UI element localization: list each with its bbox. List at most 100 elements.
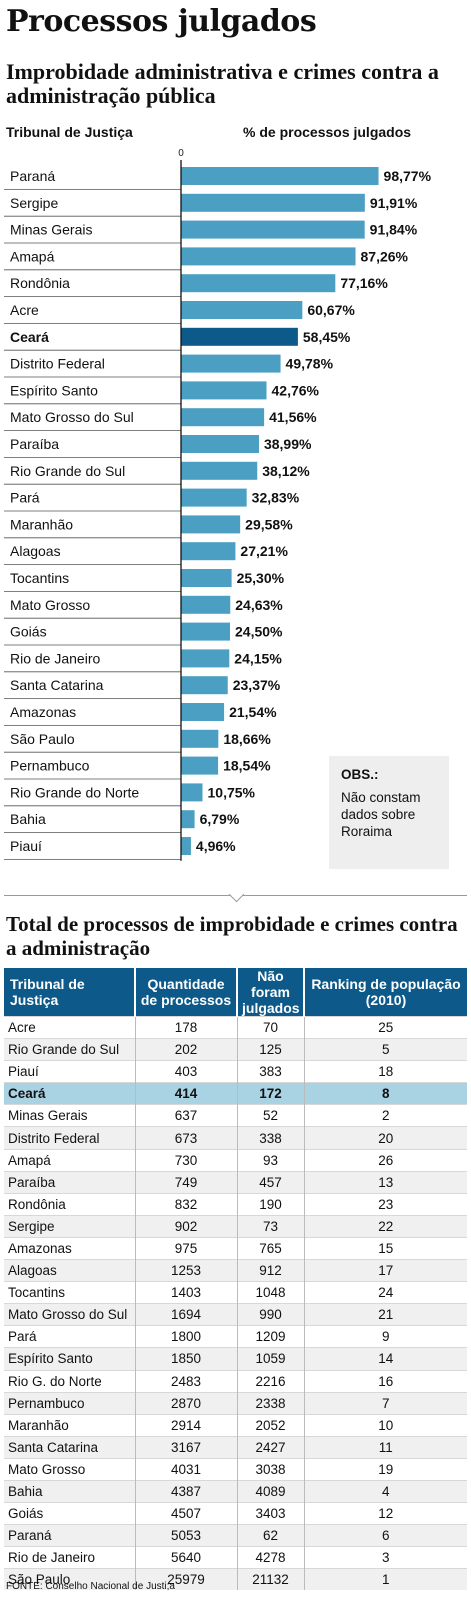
cell-nao-julgados: 73 (237, 1214, 305, 1238)
bar (181, 569, 232, 587)
cell-quantidade: 975 (135, 1236, 238, 1260)
cell-quantidade: 4507 (135, 1502, 238, 1525)
table-row: Amazonas 975 765 15 (4, 1236, 467, 1260)
cell-nao-julgados: 2052 (237, 1413, 305, 1437)
cell-tribunal: Rio de Janeiro (4, 1546, 136, 1569)
cell-nao-julgados: 338 (237, 1126, 305, 1150)
cell-tribunal: Maranhão (4, 1413, 136, 1437)
cell-tribunal: Piauí (4, 1060, 136, 1083)
bar (181, 756, 219, 775)
cell-ranking: 15 (304, 1236, 467, 1260)
value-label: 60,67% (307, 302, 355, 318)
bar (181, 783, 203, 802)
cell-quantidade: 414 (135, 1082, 238, 1105)
cell-nao-julgados: 990 (237, 1303, 305, 1326)
cell-ranking: 9 (304, 1325, 467, 1348)
cell-ranking: 6 (304, 1524, 467, 1547)
category-label: Bahia (10, 811, 46, 827)
bar (181, 595, 231, 614)
category-label: Piauí (10, 838, 42, 854)
value-label: 21,54% (229, 704, 277, 720)
cell-tribunal: Rio G. do Norte (4, 1369, 136, 1393)
category-label: Rondônia (10, 275, 70, 291)
cell-quantidade: 202 (135, 1038, 238, 1061)
category-label: Paraíba (10, 436, 59, 452)
cell-quantidade: 2870 (135, 1391, 238, 1415)
cell-ranking: 20 (304, 1126, 467, 1150)
table-row: Ceará 414 172 8 (4, 1082, 467, 1105)
bar (181, 515, 241, 534)
cell-quantidade: 3167 (135, 1435, 238, 1459)
cell-tribunal: Minas Gerais (4, 1104, 136, 1127)
cell-tribunal: Mato Grosso do Sul (4, 1303, 136, 1326)
cell-quantidade: 1403 (135, 1281, 238, 1304)
cell-quantidade: 749 (135, 1170, 238, 1194)
table-row: Paraíba 749 457 13 (4, 1170, 467, 1194)
bar (181, 703, 225, 721)
table-row: Santa Catarina 3167 2427 11 (4, 1435, 467, 1459)
cell-quantidade: 1253 (135, 1259, 238, 1282)
cell-nao-julgados: 70 (237, 1015, 305, 1039)
table-body: Acre 178 70 25 Rio Grande do Sul 202 125 5 Piauí… (4, 1015, 467, 1591)
cell-quantidade: 673 (135, 1126, 238, 1150)
cell-nao-julgados: 3038 (237, 1457, 305, 1481)
cell-tribunal: Bahia (4, 1479, 136, 1503)
value-label: 24,63% (235, 597, 283, 613)
cell-tribunal: Amazonas (4, 1236, 136, 1260)
cell-quantidade: 5053 (135, 1524, 238, 1547)
category-label: Rio Grande do Norte (10, 784, 139, 800)
cell-ranking: 12 (304, 1502, 467, 1525)
value-label: 24,50% (235, 624, 283, 640)
cell-nao-julgados: 62 (237, 1524, 305, 1547)
value-label: 24,15% (234, 650, 282, 666)
table-row: Mato Grosso do Sul 1694 990 21 (4, 1303, 467, 1326)
table-row: Piauí 403 383 18 (4, 1060, 467, 1083)
value-label: 42,76% (272, 382, 320, 398)
right-column-heading: % de processos julgados (243, 124, 412, 140)
value-label: 6,79% (200, 811, 240, 827)
cell-nao-julgados: 4278 (237, 1546, 305, 1569)
cell-ranking: 18 (304, 1060, 467, 1083)
table-row: Bahia 4387 4089 4 (4, 1479, 467, 1503)
cell-ranking: 13 (304, 1170, 467, 1194)
table-row: Amapá 730 93 26 (4, 1148, 467, 1172)
category-label: Mato Grosso do Sul (10, 409, 134, 425)
cell-quantidade: 902 (135, 1214, 238, 1238)
cell-nao-julgados: 93 (237, 1148, 305, 1172)
value-label: 58,45% (303, 329, 351, 345)
bar (181, 274, 336, 293)
chart-subtitle: Improbidade administrativa e crimes cont… (6, 59, 439, 108)
category-label: Amapá (10, 248, 55, 264)
cell-ranking: 25 (304, 1015, 467, 1039)
cell-tribunal: Paraná (4, 1524, 136, 1547)
cell-ranking: 7 (304, 1391, 467, 1415)
value-label: 10,75% (208, 784, 256, 800)
value-label: 25,30% (237, 570, 285, 586)
cell-ranking: 11 (304, 1435, 467, 1459)
value-label: 4,96% (196, 838, 236, 854)
value-label: 87,26% (361, 248, 409, 264)
table-row: Rio Grande do Sul 202 125 5 (4, 1038, 467, 1061)
value-label: 32,83% (252, 490, 300, 506)
cell-nao-julgados: 765 (237, 1236, 305, 1260)
table-row: Acre 178 70 25 (4, 1015, 467, 1039)
bar (181, 435, 259, 453)
value-label: 77,16% (340, 275, 388, 291)
divider-pointer (228, 886, 245, 903)
cell-ranking: 8 (304, 1082, 467, 1105)
table-row: Tocantins 1403 1048 24 (4, 1281, 467, 1304)
category-label: Maranhão (10, 516, 73, 532)
note-text: Não constam dados sobre Roraima (341, 790, 421, 839)
header-tribunal: Tribunal de Justiça (4, 968, 136, 1017)
category-label: Mato Grosso (10, 597, 90, 613)
cell-quantidade: 730 (135, 1148, 238, 1172)
cell-nao-julgados: 1048 (237, 1281, 305, 1304)
value-label: 38,12% (262, 463, 310, 479)
table-row: Espírito Santo 1850 1059 14 (4, 1347, 467, 1370)
table-row: Rondônia 832 190 23 (4, 1192, 467, 1216)
cell-ranking: 16 (304, 1369, 467, 1393)
cell-nao-julgados: 383 (237, 1060, 305, 1083)
category-label: Minas Gerais (10, 222, 92, 238)
bar (181, 167, 379, 185)
value-label: 38,99% (264, 436, 312, 452)
